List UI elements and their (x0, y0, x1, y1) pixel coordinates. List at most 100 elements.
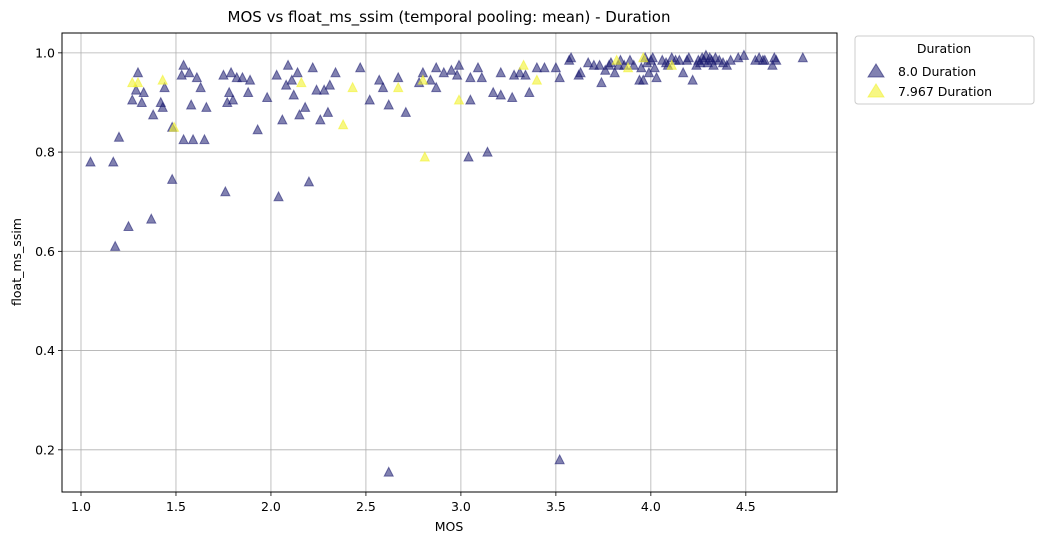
data-point-series-1 (354, 61, 366, 73)
data-point-series-1 (482, 146, 493, 157)
data-point-series-1 (674, 54, 685, 65)
data-point-series-1 (307, 61, 319, 73)
data-point-series-1 (708, 59, 719, 70)
plot-frame (61, 32, 838, 493)
data-point-series-1 (759, 54, 771, 65)
y-tick-label: 0.8 (35, 145, 55, 160)
data-point-series-1 (324, 79, 336, 90)
data-point-series-1 (649, 61, 660, 73)
data-point-series-1 (465, 71, 476, 83)
data-point-series-1 (311, 84, 322, 95)
data-point-series-1 (609, 66, 621, 78)
data-point-series-1 (539, 61, 550, 73)
data-point-series-1 (113, 131, 125, 142)
data-point-series-1 (288, 89, 300, 100)
data-point-series-2 (347, 81, 358, 93)
data-point-series-1 (687, 74, 698, 85)
data-point-series-1 (364, 94, 376, 105)
data-point-series-1 (318, 84, 330, 95)
data-point-series-1 (244, 74, 256, 85)
data-point-series-2 (622, 61, 634, 73)
data-point-series-1 (624, 54, 636, 65)
legend-marker-series-1 (867, 63, 885, 78)
data-point-series-1 (299, 101, 311, 112)
data-point-series-1 (157, 101, 168, 112)
data-point-series-1 (531, 61, 543, 73)
data-point-series-2 (168, 121, 180, 132)
x-axis-label: MOS (435, 519, 464, 534)
data-point-series-1 (159, 81, 170, 93)
data-point-series-2 (611, 54, 622, 65)
data-point-series-2 (531, 74, 543, 85)
data-point-series-1 (400, 106, 412, 117)
data-point-series-2 (419, 151, 431, 162)
data-point-series-1 (199, 133, 210, 145)
x-tick-label: 2.5 (356, 499, 376, 514)
data-point-series-1 (797, 51, 809, 63)
data-point-series-1 (383, 466, 395, 477)
data-point-series-1 (599, 64, 611, 75)
data-point-series-1 (520, 69, 531, 80)
y-axis-label: float_ms_ssim (9, 218, 24, 306)
data-point-series-1 (227, 94, 239, 105)
data-point-series-1 (218, 69, 229, 80)
data-point-series-1 (107, 156, 119, 167)
data-point-series-1 (725, 54, 736, 65)
data-point-series-1 (225, 66, 237, 78)
data-point-series-2 (666, 59, 678, 70)
data-point-series-1 (282, 59, 294, 70)
data-point-series-1 (677, 66, 689, 78)
data-point-series-1 (554, 453, 565, 465)
data-point-series-1 (195, 81, 206, 93)
x-tick-label: 4.0 (641, 499, 661, 514)
data-point-series-1 (438, 66, 450, 78)
data-point-series-1 (636, 61, 647, 73)
data-point-series-1 (628, 59, 640, 70)
legend-box (854, 35, 1035, 105)
data-point-series-2 (518, 59, 529, 70)
data-point-series-1 (683, 51, 695, 63)
legend-marker-series-2 (867, 83, 885, 98)
legend: Duration 8.0 Duration 7.967 Duration (854, 35, 1035, 105)
data-point-series-1 (495, 89, 507, 100)
data-point-series-1 (286, 74, 298, 85)
x-axis-ticks: 1.0 1.5 2.0 2.5 3.0 3.5 4.0 4.5 (71, 492, 756, 514)
y-tick-label: 1.0 (35, 45, 55, 60)
data-point-series-1 (187, 133, 199, 145)
data-point-series-2 (417, 74, 429, 85)
data-point-series-1 (261, 91, 273, 103)
data-point-series-1 (643, 66, 655, 78)
data-point-series-1 (183, 66, 195, 78)
data-point-series-1 (550, 61, 562, 73)
data-point-series-1 (554, 71, 565, 83)
data-point-series-1 (377, 81, 389, 93)
data-point-series-1 (223, 86, 235, 98)
data-point-series-1 (330, 66, 341, 78)
legend-title: Duration (917, 41, 971, 56)
data-point-series-1 (178, 133, 189, 145)
data-point-series-1 (506, 91, 518, 103)
data-point-series-1 (476, 71, 488, 83)
data-point-series-2 (337, 118, 349, 130)
y-tick-label: 0.2 (35, 442, 55, 457)
data-point-series-1 (721, 59, 733, 70)
data-point-series-1 (273, 190, 284, 202)
data-point-series-2 (637, 51, 649, 63)
data-point-series-1 (292, 66, 303, 78)
x-tick-label: 1.0 (71, 499, 91, 514)
data-point-series-1 (463, 151, 474, 162)
x-tick-label: 3.5 (546, 499, 566, 514)
data-point-series-1 (109, 240, 121, 251)
data-point-series-1 (166, 173, 178, 184)
data-point-series-1 (303, 175, 315, 187)
data-point-series-2 (392, 81, 404, 93)
data-point-series-1 (132, 66, 144, 78)
data-point-series-2 (132, 76, 144, 88)
data-point-series-1 (465, 94, 476, 105)
data-point-series-1 (220, 185, 231, 197)
data-point-series-1 (252, 123, 263, 135)
data-point-series-1 (322, 106, 334, 117)
data-point-series-1 (136, 96, 148, 107)
data-point-series-1 (277, 113, 288, 125)
